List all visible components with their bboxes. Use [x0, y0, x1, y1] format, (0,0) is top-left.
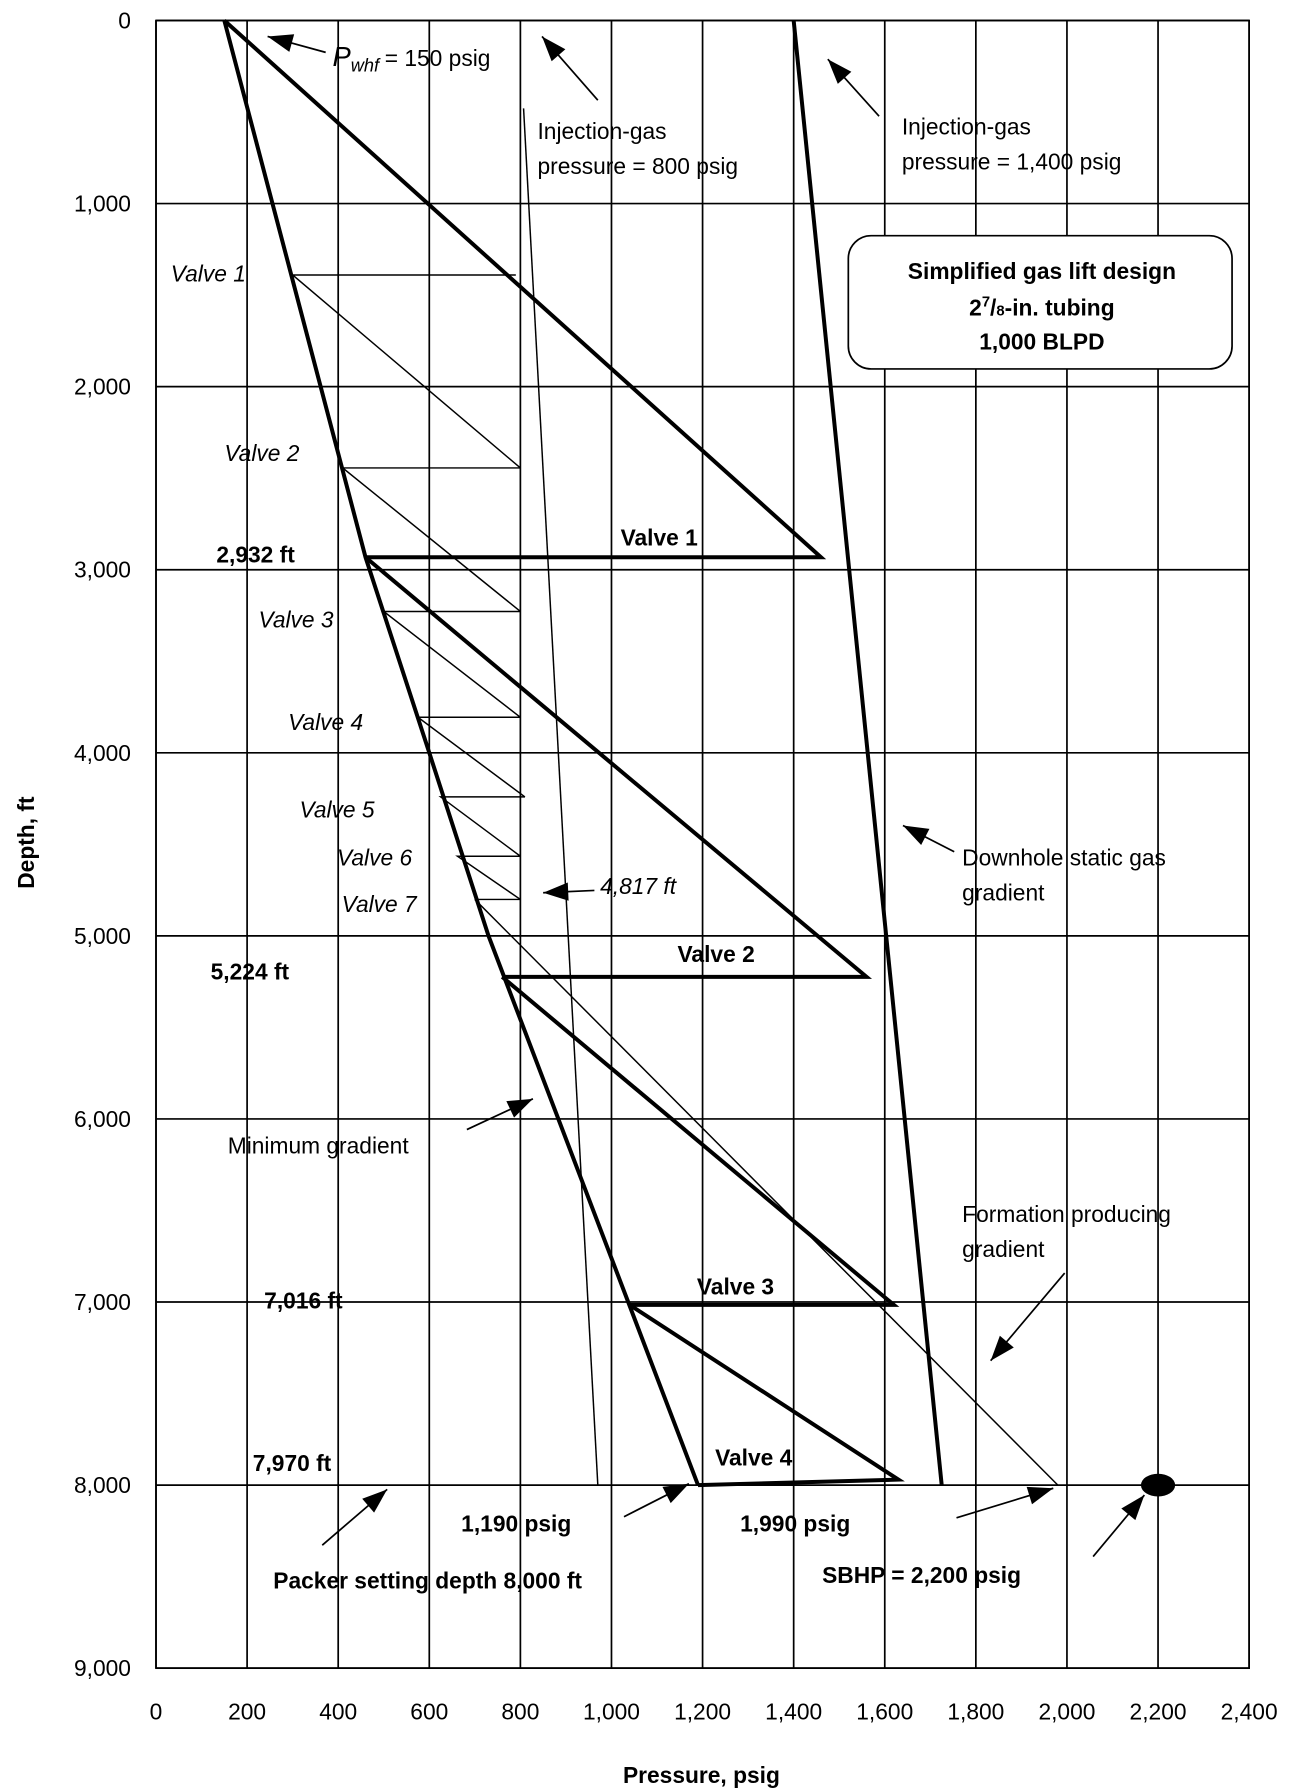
series-line	[381, 610, 521, 718]
operating-valve-label: Valve 1	[621, 524, 699, 550]
arrow-head	[362, 1489, 388, 1513]
sbhp-point	[1140, 1473, 1176, 1497]
operating-valve-label: Valve 3	[697, 1274, 774, 1300]
x-axis-title: Pressure, psig	[623, 1762, 780, 1788]
x-tick-label: 1,600	[856, 1698, 913, 1724]
y-axis-title: Depth, ft	[13, 796, 39, 889]
box-rate: 1,000 BLPD	[979, 329, 1104, 355]
x-tick-label: 1,400	[765, 1698, 822, 1724]
annotation: Formation producing	[962, 1201, 1171, 1227]
x-tick-label: 0	[150, 1698, 163, 1724]
y-tick-label: 3,000	[74, 557, 131, 583]
annotation: pressure = 800 psig	[537, 153, 738, 179]
depth-label: 7,970 ft	[253, 1450, 332, 1476]
x-tick-label: 400	[319, 1698, 357, 1724]
series-line	[290, 274, 521, 469]
y-tick-label: 0	[118, 7, 131, 33]
valve-label: Valve 5	[299, 797, 374, 823]
y-tick-label: 2,000	[74, 374, 131, 400]
tubing-whole: 2	[969, 294, 982, 320]
annotation: Packer setting depth 8,000 ft	[273, 1567, 582, 1593]
depth-label: 7,016 ft	[264, 1287, 343, 1313]
series-line	[340, 467, 521, 613]
annotation: Injection-gas	[537, 118, 666, 144]
y-tick-label: 6,000	[74, 1106, 131, 1132]
valve-label: Valve 3	[258, 606, 333, 632]
series-line	[438, 796, 525, 857]
x-tick-label: 200	[228, 1698, 266, 1724]
y-tick-label: 9,000	[74, 1655, 131, 1681]
wellhead-label: Pwhf = 150 psig	[333, 41, 491, 76]
x-tick-label: 1,800	[947, 1698, 1004, 1724]
annotation: Downhole static gas	[962, 844, 1166, 870]
wellhead-rest: = 150 psig	[385, 45, 491, 71]
valve-label: Valve 1	[171, 260, 246, 286]
valve-label: Valve 4	[288, 709, 363, 735]
arrow-head	[1121, 1495, 1145, 1521]
arrow-head	[267, 34, 295, 52]
tubing-rest: -in. tubing	[1005, 294, 1115, 320]
box-title: Simplified gas lift design	[908, 258, 1176, 284]
annotation: pressure = 1,400 psig	[902, 149, 1122, 175]
depth-label: 5,224 ft	[211, 958, 290, 984]
x-tick-label: 2,400	[1221, 1698, 1278, 1724]
x-tick-label: 1,200	[674, 1698, 731, 1724]
y-tick-label: 4,000	[74, 740, 131, 766]
y-tick-label: 5,000	[74, 923, 131, 949]
operating-valve-label: Valve 2	[678, 941, 755, 967]
arrow-head	[662, 1483, 689, 1504]
arrow-head	[542, 36, 566, 62]
wellhead-symbol: P	[333, 41, 352, 72]
operating-valve-label: Valve 4	[715, 1444, 793, 1470]
y-tick-label: 7,000	[74, 1289, 131, 1315]
series-line	[474, 898, 1059, 1486]
valve-label: Valve 2	[224, 440, 299, 466]
x-tick-label: 2,200	[1130, 1698, 1187, 1724]
series-line	[500, 975, 900, 1307]
series-line	[522, 108, 599, 1486]
arrow-head	[1026, 1486, 1054, 1505]
arrow-head	[827, 59, 852, 84]
series-line	[222, 19, 827, 560]
depth-label: 2,932 ft	[216, 542, 295, 568]
tubing-separator: /	[990, 294, 997, 320]
arrow-head	[506, 1098, 533, 1118]
valve-label: Valve 6	[337, 844, 412, 870]
series-line	[222, 19, 700, 1486]
x-tick-label: 800	[501, 1698, 539, 1724]
annotation: 1,190 psig	[461, 1511, 571, 1537]
x-tick-label: 2,000	[1038, 1698, 1095, 1724]
annotation: gradient	[962, 880, 1045, 906]
series-line	[455, 855, 521, 901]
y-tick-label: 8,000	[74, 1472, 131, 1498]
box-tubing: 27/8-in. tubing	[969, 294, 1114, 320]
annotation: 1,990 psig	[740, 1511, 850, 1537]
annotation: SBHP = 2,200 psig	[822, 1562, 1021, 1588]
annotation: 4,817 ft	[600, 873, 678, 899]
series-line	[364, 555, 873, 979]
x-tick-label: 1,000	[583, 1698, 640, 1724]
arrow-head	[543, 882, 569, 901]
arrow-head	[902, 825, 930, 846]
annotation: gradient	[962, 1236, 1045, 1262]
arrow-head	[990, 1335, 1014, 1361]
tubing-numerator: 7	[982, 294, 990, 310]
x-tick-label: 600	[410, 1698, 448, 1724]
wellhead-subscript: whf	[351, 56, 381, 76]
y-tick-label: 1,000	[74, 191, 131, 217]
valve-label: Valve 7	[342, 891, 418, 917]
annotation: Injection-gas	[902, 113, 1031, 139]
series-line	[791, 20, 944, 1486]
plot-frame	[155, 19, 1250, 1670]
tubing-denominator: 8	[996, 303, 1004, 319]
annotation: Minimum gradient	[228, 1132, 410, 1158]
series-line	[415, 716, 526, 798]
design-box	[847, 234, 1233, 370]
series-line	[628, 1303, 905, 1488]
